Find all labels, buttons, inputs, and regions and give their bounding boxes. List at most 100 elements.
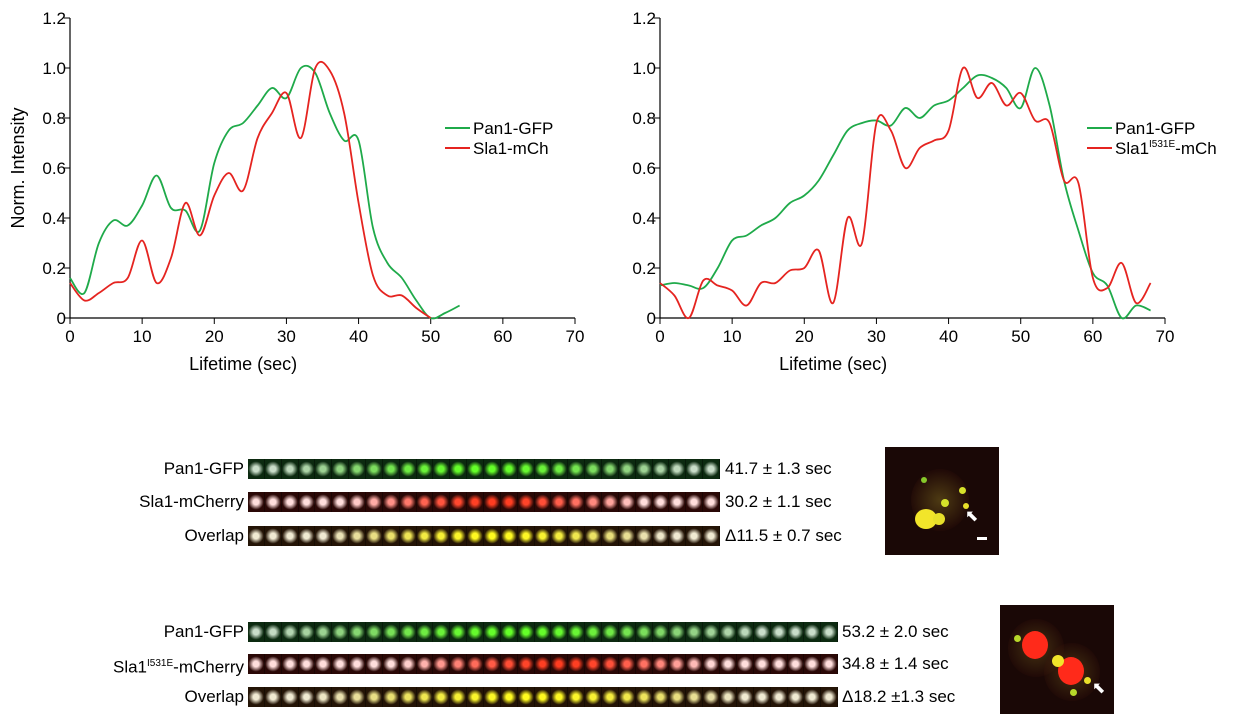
kymo-frame bbox=[433, 687, 451, 707]
kymo-frame bbox=[500, 459, 518, 479]
kymo-frame bbox=[585, 459, 603, 479]
kymo-frame bbox=[248, 687, 265, 707]
kymo-frame bbox=[652, 526, 670, 546]
kymo-strip-overlap-2 bbox=[248, 687, 838, 707]
kymo-frame bbox=[366, 459, 383, 479]
kymo-frame bbox=[500, 687, 518, 707]
kymo-frame bbox=[349, 492, 367, 512]
kymo-frame bbox=[635, 526, 653, 546]
y-tick-label: 1.0 bbox=[42, 59, 66, 78]
kymo-frame bbox=[248, 526, 265, 546]
kymo-frame bbox=[484, 526, 501, 546]
kymo-frame bbox=[264, 492, 282, 512]
x-tick-label: 50 bbox=[421, 327, 440, 346]
kymo-frame bbox=[618, 687, 636, 707]
scale-bar bbox=[977, 537, 987, 540]
kymo-frame bbox=[534, 622, 552, 642]
kymo-frame bbox=[568, 687, 586, 707]
kymo-frame bbox=[787, 622, 805, 642]
kymo-frame bbox=[568, 526, 586, 546]
kymo-frame bbox=[315, 622, 333, 642]
kymo-value-overlap-2: Δ18.2 ±1.3 sec bbox=[842, 687, 956, 706]
kymo-frame bbox=[467, 622, 485, 642]
kymo-frame bbox=[484, 654, 501, 674]
y-tick-label: 0.6 bbox=[42, 159, 66, 178]
kymo-frame bbox=[618, 622, 636, 642]
kymo-frame bbox=[399, 459, 417, 479]
kymo-frame bbox=[669, 687, 687, 707]
kymo-frame bbox=[332, 459, 350, 479]
kymo-frame bbox=[602, 459, 619, 479]
kymo-frame bbox=[602, 654, 619, 674]
y-tick-label: 0 bbox=[57, 309, 66, 328]
kymo-frame bbox=[248, 459, 265, 479]
kymo-frame bbox=[652, 654, 670, 674]
kymo-strip-pan1-gfp bbox=[248, 459, 720, 479]
cell-patch bbox=[1070, 689, 1077, 696]
kymo-frame bbox=[753, 687, 771, 707]
kymo-frame bbox=[450, 622, 468, 642]
kymo-frame bbox=[416, 687, 434, 707]
x-tick-label: 20 bbox=[795, 327, 814, 346]
kymo-frame bbox=[366, 622, 383, 642]
kymo-frame bbox=[315, 687, 333, 707]
x-tick-label: 10 bbox=[723, 327, 742, 346]
x-tick-label: 0 bbox=[655, 327, 664, 346]
kymo-frame bbox=[770, 654, 788, 674]
kymo-frame bbox=[635, 687, 653, 707]
kymo-frame bbox=[399, 654, 417, 674]
kymo-frame bbox=[382, 622, 400, 642]
kymo-frame bbox=[736, 654, 754, 674]
kymo-frame bbox=[652, 622, 670, 642]
kymo-frame bbox=[753, 654, 771, 674]
kymo-frame bbox=[484, 492, 501, 512]
kymo-frame bbox=[332, 687, 350, 707]
kymo-frame bbox=[720, 654, 737, 674]
kymo-frame bbox=[568, 654, 586, 674]
kymo-label-pan1-gfp: Pan1-GFP bbox=[163, 459, 244, 478]
kymo-frame bbox=[484, 459, 501, 479]
kymo-frame bbox=[399, 622, 417, 642]
kymo-frame bbox=[787, 654, 805, 674]
cell-patch bbox=[921, 477, 927, 483]
kymo-frame bbox=[534, 492, 552, 512]
kymo-frame bbox=[349, 459, 367, 479]
kymo-frame bbox=[686, 654, 704, 674]
kymo-frame bbox=[500, 492, 518, 512]
x-tick-label: 50 bbox=[1011, 327, 1030, 346]
kymo-frame bbox=[517, 622, 535, 642]
kymo-frame bbox=[669, 459, 687, 479]
kymo-frame bbox=[281, 654, 299, 674]
kymo-frame bbox=[298, 622, 316, 642]
x-tick-label: 20 bbox=[205, 327, 224, 346]
kymo-frame bbox=[703, 654, 721, 674]
kymo-value-overlap: Δ11.5 ± 0.7 sec bbox=[725, 526, 842, 545]
kymo-frame bbox=[467, 687, 485, 707]
kymo-label-pan1-gfp-2: Pan1-GFP bbox=[163, 622, 244, 641]
kymo-frame bbox=[298, 492, 316, 512]
kymo-frame bbox=[450, 459, 468, 479]
kymo-frame bbox=[366, 526, 383, 546]
x-tick-label: 0 bbox=[65, 327, 74, 346]
kymo-value-pan1-gfp-2: 53.2 ± 2.0 sec bbox=[842, 622, 949, 641]
kymo-frame bbox=[618, 459, 636, 479]
kymo-frame bbox=[736, 687, 754, 707]
kymo-frame bbox=[399, 687, 417, 707]
kymo-frame bbox=[332, 654, 350, 674]
line-chart-pan1-sla1-i531e: 0 10 20 30 40 50 60 70 0 0.2 0.4 0.6 0.8 1.0 1.2 Lifeti… bbox=[632, 9, 1216, 374]
kymo-frame bbox=[416, 622, 434, 642]
cell-patch bbox=[1014, 635, 1021, 642]
kymo-frame bbox=[652, 687, 670, 707]
kymo-frame bbox=[416, 492, 434, 512]
x-tick-label: 60 bbox=[1083, 327, 1102, 346]
series-line-pan1-gfp bbox=[69, 64, 461, 320]
arrow-icon: ⬉ bbox=[965, 508, 979, 525]
y-tick-label: 0.6 bbox=[632, 159, 656, 178]
kymo-frame bbox=[635, 654, 653, 674]
kymo-frame bbox=[281, 492, 299, 512]
kymo-frame bbox=[568, 459, 586, 479]
kymo-frame bbox=[787, 687, 805, 707]
kymo-frame bbox=[382, 687, 400, 707]
kymo-frame bbox=[821, 622, 838, 642]
kymo-frame bbox=[382, 526, 400, 546]
